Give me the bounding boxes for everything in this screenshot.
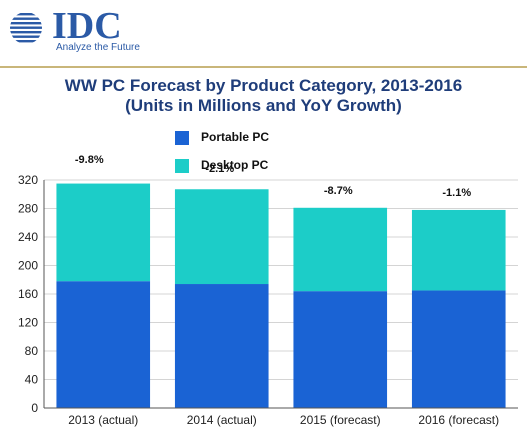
chart-title-line1: WW PC Forecast by Product Category, 2013…: [64, 76, 463, 95]
chart-title-line2: (Units in Millions and YoY Growth): [125, 96, 402, 115]
growth-label: -8.7%: [324, 185, 353, 197]
chart-title: WW PC Forecast by Product Category, 2013…: [0, 76, 527, 116]
growth-label: -9.8%: [75, 154, 104, 166]
y-tick-label: 120: [18, 316, 38, 330]
y-tick-label: 280: [18, 202, 38, 216]
bar-portable: [293, 291, 388, 408]
x-tick-label: 2013 (actual): [68, 413, 138, 427]
y-tick-label: 0: [31, 401, 38, 415]
header: IDC Analyze the Future: [0, 0, 527, 68]
x-tick-label: 2016 (forecast): [418, 413, 499, 427]
bar-desktop: [293, 207, 388, 292]
brand-name: IDC: [52, 5, 122, 47]
legend-swatch-desktop: [175, 159, 189, 173]
y-tick-label: 200: [18, 259, 38, 273]
bar-desktop: [411, 209, 506, 291]
bar-desktop: [56, 183, 151, 282]
bar-portable: [56, 281, 151, 408]
legend-label-desktop: Desktop PC: [201, 158, 269, 172]
legend-label-portable: Portable PC: [201, 130, 270, 144]
bar-portable: [411, 290, 506, 408]
globe-icon: [10, 13, 42, 43]
y-tick-label: 320: [18, 173, 38, 187]
brand-tagline: Analyze the Future: [56, 42, 140, 53]
y-tick-label: 160: [18, 287, 38, 301]
legend-swatch-portable: [175, 131, 189, 145]
y-tick-label: 40: [25, 373, 39, 387]
idc-logo[interactable]: IDC Analyze the Future: [8, 5, 148, 54]
bar-desktop: [174, 189, 269, 285]
bar-portable: [174, 284, 269, 408]
growth-label: -2.1%: [205, 163, 234, 175]
growth-label: -1.1%: [442, 187, 471, 199]
y-tick-label: 240: [18, 230, 38, 244]
x-tick-label: 2015 (forecast): [300, 413, 381, 427]
y-tick-label: 80: [25, 344, 39, 358]
x-tick-label: 2014 (actual): [187, 413, 257, 427]
